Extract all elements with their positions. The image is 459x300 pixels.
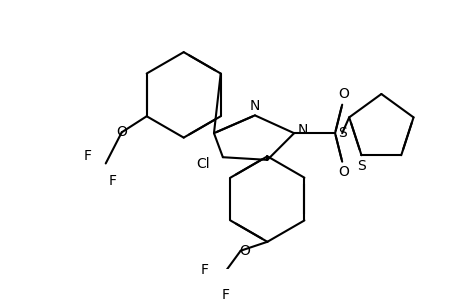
Text: Cl: Cl [196, 157, 210, 171]
Text: S: S [337, 126, 346, 140]
Text: F: F [109, 174, 117, 188]
Text: F: F [84, 149, 92, 163]
Text: O: O [338, 165, 349, 179]
Text: S: S [356, 159, 365, 173]
Text: N: N [249, 100, 259, 113]
Text: F: F [221, 288, 229, 300]
Text: O: O [239, 244, 250, 258]
Text: F: F [201, 263, 208, 277]
Text: O: O [116, 125, 127, 139]
Text: O: O [338, 87, 349, 101]
Text: N: N [297, 124, 308, 137]
